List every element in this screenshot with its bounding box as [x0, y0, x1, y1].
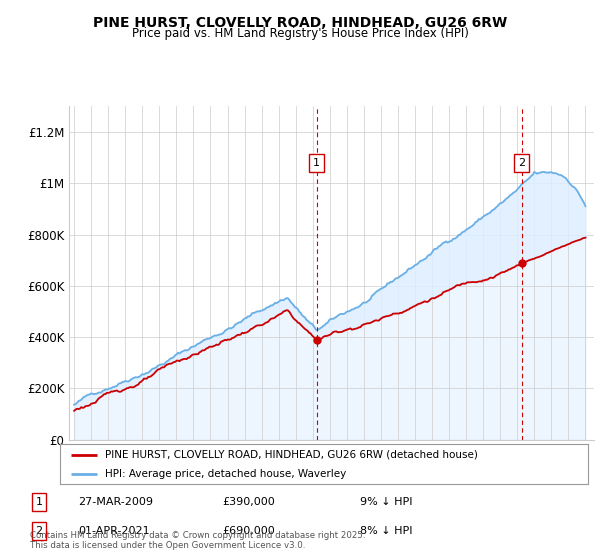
Text: 9% ↓ HPI: 9% ↓ HPI — [360, 497, 413, 507]
Text: £690,000: £690,000 — [222, 526, 275, 536]
Text: £390,000: £390,000 — [222, 497, 275, 507]
Text: Contains HM Land Registry data © Crown copyright and database right 2025.
This d: Contains HM Land Registry data © Crown c… — [30, 530, 365, 550]
Text: 01-APR-2021: 01-APR-2021 — [78, 526, 149, 536]
Text: 1: 1 — [35, 497, 43, 507]
Text: 8% ↓ HPI: 8% ↓ HPI — [360, 526, 413, 536]
Text: 2: 2 — [35, 526, 43, 536]
Text: 27-MAR-2009: 27-MAR-2009 — [78, 497, 153, 507]
Text: 1: 1 — [313, 158, 320, 168]
Text: 2: 2 — [518, 158, 525, 168]
Text: PINE HURST, CLOVELLY ROAD, HINDHEAD, GU26 6RW: PINE HURST, CLOVELLY ROAD, HINDHEAD, GU2… — [93, 16, 507, 30]
Text: PINE HURST, CLOVELLY ROAD, HINDHEAD, GU26 6RW (detached house): PINE HURST, CLOVELLY ROAD, HINDHEAD, GU2… — [105, 450, 478, 460]
Text: Price paid vs. HM Land Registry's House Price Index (HPI): Price paid vs. HM Land Registry's House … — [131, 27, 469, 40]
Text: HPI: Average price, detached house, Waverley: HPI: Average price, detached house, Wave… — [105, 469, 346, 478]
